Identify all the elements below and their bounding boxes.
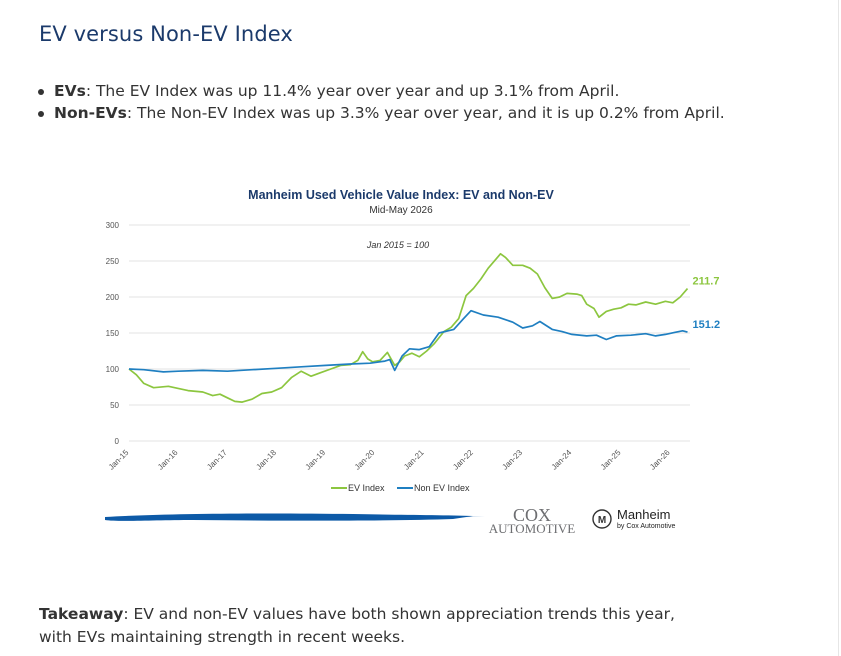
end-label-non-ev-index: 151.2: [693, 319, 721, 331]
takeaway-paragraph: Takeaway: EV and non-EV values have both…: [39, 603, 679, 649]
x-tick-label-jan-17: Jan-17: [205, 448, 229, 472]
manheim-logo-mark: [592, 509, 612, 529]
bullet-evs-text: : The EV Index was up 11.4% year over ye…: [85, 82, 620, 100]
bullet-evs-label: EVs: [54, 82, 86, 100]
legend-label-non-ev-index: Non EV Index: [414, 483, 470, 493]
x-tick-label-jan-15: Jan-15: [107, 448, 131, 472]
y-tick-label-0: 0: [115, 437, 120, 446]
series-end-labels: 211.7 151.2: [693, 276, 721, 332]
x-tick-label-jan-20: Jan-20: [353, 448, 377, 472]
x-tick-label-jan-22: Jan-22: [451, 448, 475, 472]
cox-logo-line1: COX: [513, 505, 551, 525]
cox-automotive-logo: COX AUTOMOTIVE: [489, 505, 575, 536]
x-tick-label-jan-16: Jan-16: [156, 448, 180, 472]
x-axis-tick-labels: Jan-15 Jan-16 Jan-17 Jan-18 Jan-19 Jan-20 Jan-…: [107, 448, 672, 472]
x-tick-label-jan-18: Jan-18: [254, 448, 278, 472]
series-line-non-ev-index: [128, 309, 688, 373]
y-tick-label-50: 50: [110, 401, 119, 410]
bullet-non-evs-text: : The Non-EV Index was up 3.3% year over…: [126, 104, 725, 122]
end-label-ev-index: 211.7: [693, 276, 720, 288]
bullet-non-evs: Non-EVs: The Non-EV Index was up 3.3% ye…: [37, 102, 725, 124]
y-tick-label-200: 200: [106, 293, 120, 302]
page-title: EV versus Non-EV Index: [39, 22, 293, 46]
manheim-logo: M Manheim by Cox Automotive: [592, 507, 675, 530]
takeaway-text: : EV and non-EV values have both shown a…: [39, 605, 675, 646]
bullet-evs: EVs: The EV Index was up 11.4% year over…: [37, 80, 725, 102]
x-tick-label-jan-21: Jan-21: [402, 448, 426, 472]
gridlines: [129, 224, 690, 442]
chart-title: Manheim Used Vehicle Value Index: EV and…: [248, 188, 554, 202]
series-lines: [128, 252, 689, 403]
legend-label-ev-index: EV Index: [348, 483, 385, 493]
chart-annotation: Jan 2015 = 100: [366, 240, 429, 250]
y-axis-tick-labels: 0 50 100 150 200 250 300: [106, 221, 120, 446]
y-tick-label-100: 100: [106, 365, 120, 374]
chart-subtitle: Mid-May 2026: [369, 205, 433, 216]
x-tick-label-jan-26: Jan-26: [648, 448, 672, 472]
takeaway-label: Takeaway: [39, 605, 124, 623]
page-edge-divider: [838, 0, 839, 656]
blue-brush-stroke: [105, 513, 473, 521]
summary-bullet-list: EVs: The EV Index was up 11.4% year over…: [37, 80, 725, 124]
y-tick-label-300: 300: [106, 221, 120, 230]
manheim-logo-line1: Manheim: [617, 507, 670, 522]
x-tick-label-jan-23: Jan-23: [500, 448, 524, 472]
bullet-non-evs-label: Non-EVs: [54, 104, 127, 122]
cox-logo-line2: AUTOMOTIVE: [489, 521, 575, 536]
x-tick-label-jan-24: Jan-24: [550, 448, 574, 472]
x-tick-label-jan-25: Jan-25: [599, 448, 623, 472]
manheim-logo-line2: by Cox Automotive: [617, 523, 675, 530]
ev-index-chart: Manheim Used Vehicle Value Index: EV and…: [105, 188, 721, 536]
legend: EV Index Non EV Index: [331, 483, 470, 493]
blue-brush-tail: [393, 516, 485, 519]
x-tick-label-jan-19: Jan-19: [304, 448, 328, 472]
series-line-ev-index: [128, 252, 689, 403]
y-tick-label-250: 250: [106, 257, 120, 266]
y-tick-label-150: 150: [106, 329, 120, 338]
manheim-logo-mark-letter: M: [598, 515, 606, 526]
